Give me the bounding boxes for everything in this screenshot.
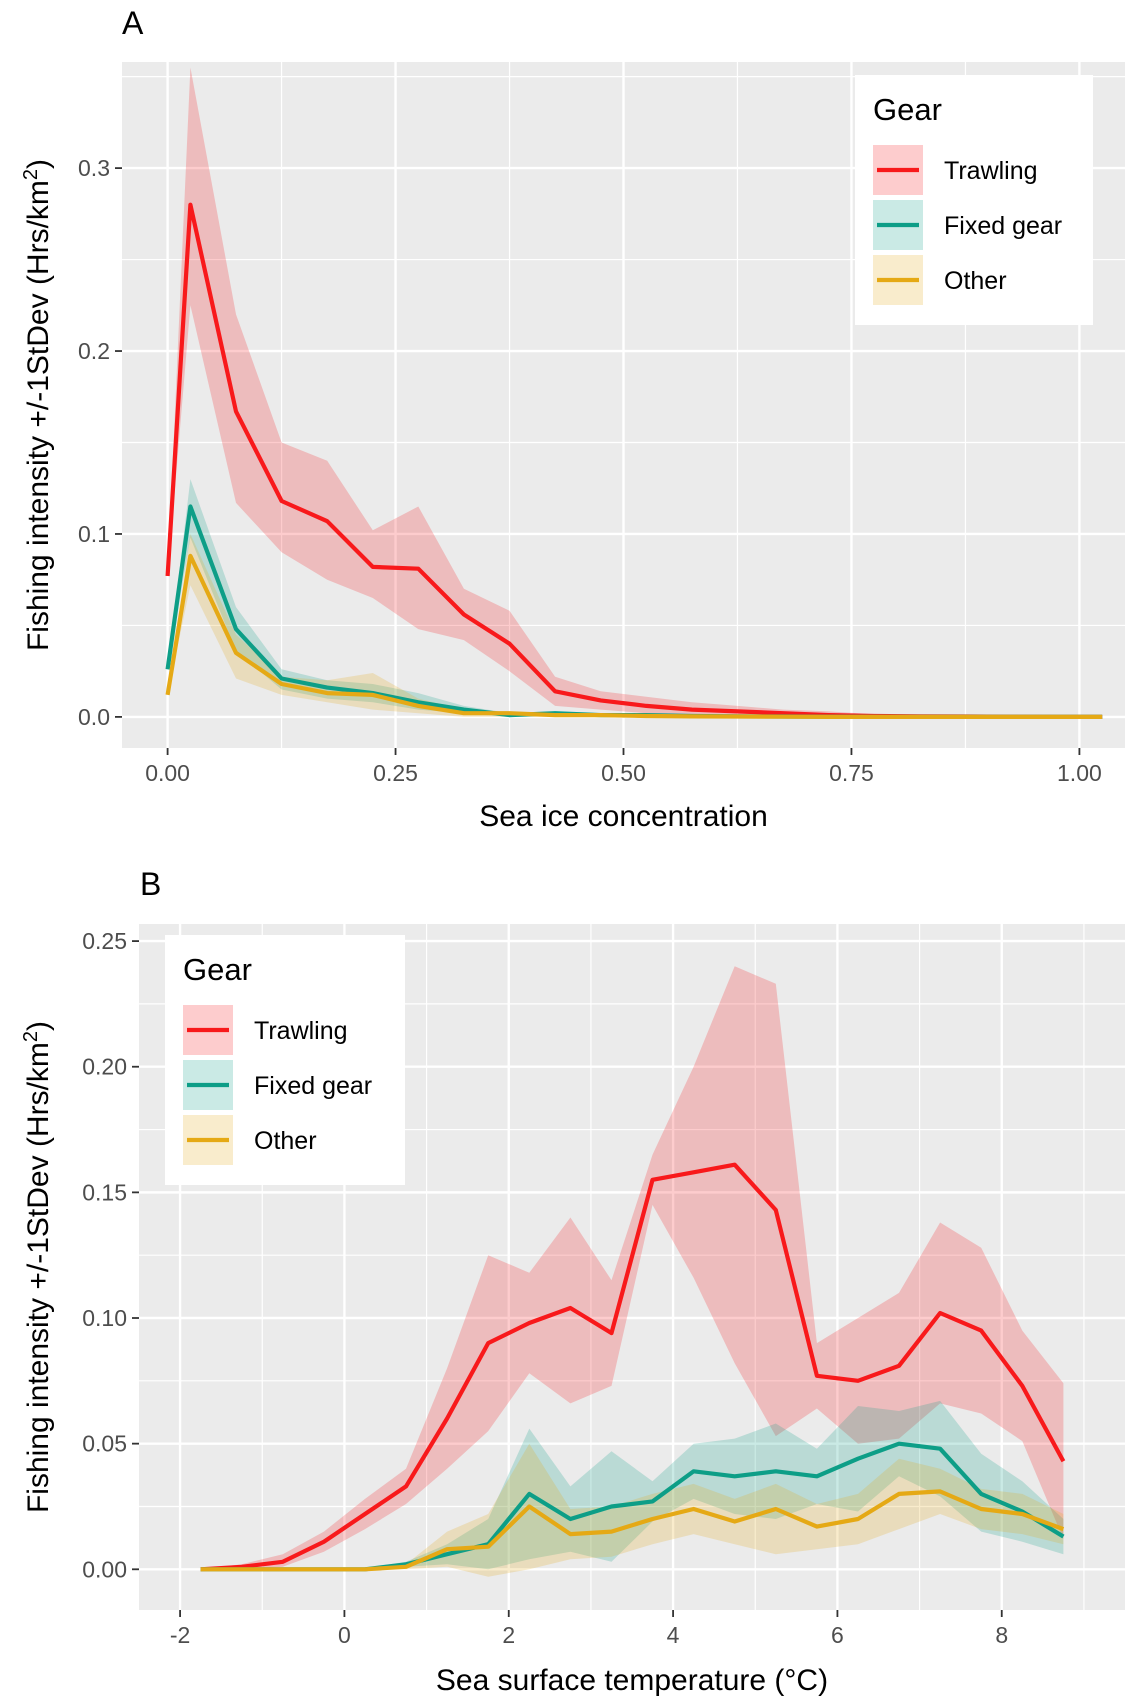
legend-label-other: Other [944,267,1007,295]
legend-title: Gear [873,92,942,127]
y-axis-label-superscript: 2 [20,169,42,180]
x-tick-label: 2 [502,1622,515,1648]
x-tick-label: 8 [995,1622,1008,1648]
legend-title: Gear [183,952,252,987]
y-axis-label-text: Fishing intensity +/-1StDev (Hrs/km [22,1042,55,1513]
legend-label-fixed-gear: Fixed gear [944,212,1062,240]
legend-label-trawling: Trawling [944,157,1038,185]
x-tick-label: 1.00 [1057,760,1102,786]
y-tick-label: 0.00 [82,1556,127,1582]
ribbon-fixed-gear [200,1400,1064,1570]
y-axis-label: Fishing intensity +/-1StDev (Hrs/km2) [20,1021,55,1513]
y-axis-label-close: ) [22,159,55,169]
legend-box [165,935,405,1185]
x-tick-label: 0.25 [373,760,418,786]
x-tick-label: 0.50 [601,760,646,786]
y-axis-label: Fishing intensity +/-1StDev (Hrs/km2) [20,159,55,651]
line-other [200,1489,1065,1572]
y-tick-label: 0.05 [82,1431,127,1457]
y-tick-label: 0.0 [78,704,110,730]
panel-b: -2 0 2 4 6 8 0.00 0.05 0.10 0.15 0.20 0.25 B Sea surf… [20,866,1125,1697]
panel-tag: A [122,5,144,41]
legend-label-fixed-gear: Fixed gear [254,1072,372,1100]
y-tick-label: 0.20 [82,1054,127,1080]
y-tick-label: 0.10 [82,1305,127,1331]
legend-label-trawling: Trawling [254,1017,348,1045]
x-tick-label: -2 [170,1622,190,1648]
legend-box [855,75,1093,325]
x-tick-label: 0 [338,1622,351,1648]
y-tick-label: 0.2 [78,338,110,364]
y-tick-label: 0.1 [78,521,110,547]
ribbon-other [200,1443,1064,1577]
y-tick-label: 0.25 [82,928,127,954]
legend-label-other: Other [254,1127,317,1155]
plot-area [200,966,1066,1577]
y-axis-label-text: Fishing intensity +/-1StDev (Hrs/km [22,180,55,651]
y-axis-label-superscript: 2 [20,1031,42,1042]
line-other [165,553,1103,720]
ribbon-trawling [200,966,1064,1570]
x-axis-label: Sea ice concentration [479,800,768,833]
line-trawling [200,1162,1066,1572]
plot-area [165,67,1103,720]
legend: Gear Trawling Fixed gear Other [165,935,405,1185]
y-tick-label: 0.15 [82,1179,127,1205]
y-axis-label-close: ) [22,1021,55,1031]
x-tick-label: 6 [831,1622,844,1648]
x-tick-label: 4 [667,1622,680,1648]
panel-a: 0.00 0.25 0.50 0.75 1.00 0.0 0.1 0.2 0.3 A Sea ice… [20,5,1125,833]
y-tick-label: 0.3 [78,155,110,181]
ribbon-trawling [167,67,1103,717]
x-tick-label: 0.00 [145,760,190,786]
x-tick-label: 0.75 [829,760,874,786]
legend: Gear Trawling Fixed gear Other [855,75,1093,325]
panel-tag: B [140,866,161,902]
x-axis-label: Sea surface temperature (°C) [436,1664,828,1697]
